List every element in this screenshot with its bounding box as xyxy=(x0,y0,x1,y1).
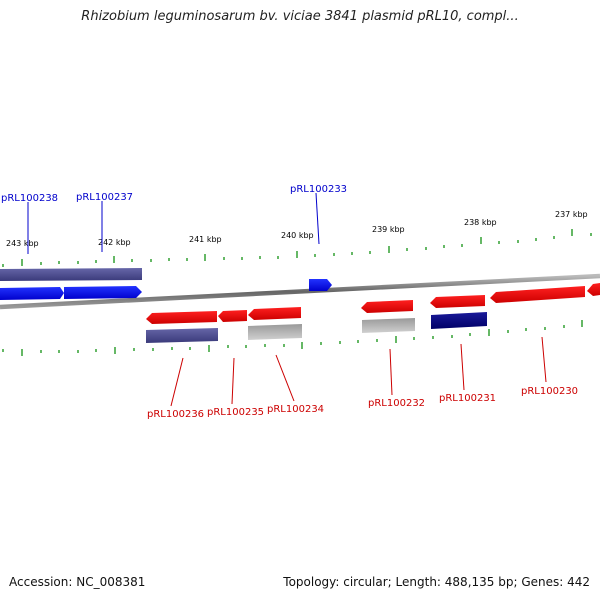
gene-arrow-forward[interactable] xyxy=(309,279,332,291)
gene-label[interactable]: pRL100232 xyxy=(368,398,425,409)
tick-labels: 243 kbp 242 kbp 241 kbp 240 kbp 239 kbp … xyxy=(6,210,588,248)
gene-label[interactable]: pRL100238 xyxy=(1,193,58,204)
label-leaders-top xyxy=(27,192,320,254)
gene-arrow-reverse[interactable] xyxy=(248,307,301,320)
gene-arrow-reverse[interactable] xyxy=(146,311,217,324)
tick-label: 237 kbp xyxy=(555,210,588,219)
gene-arrow-forward[interactable] xyxy=(0,287,64,300)
gene-arrow-reverse[interactable] xyxy=(218,310,247,322)
gene-arrow-reverse[interactable] xyxy=(430,295,485,308)
tick-label: 243 kbp xyxy=(6,239,39,248)
gene-label[interactable]: pRL100230 xyxy=(521,386,578,397)
tick-label: 241 kbp xyxy=(189,235,222,244)
tick-marks-top xyxy=(2,229,592,267)
gene-labels-top: pRL100238 pRL100237 pRL100233 xyxy=(1,184,347,204)
feature-bar[interactable] xyxy=(362,318,415,333)
accession-label: Accession: NC_008381 xyxy=(9,575,146,589)
gene-arrow-reverse[interactable] xyxy=(587,283,600,296)
feature-bars xyxy=(146,312,487,343)
gene-label[interactable]: pRL100231 xyxy=(439,393,496,404)
tick-label: 240 kbp xyxy=(281,231,314,240)
gene-labels-bottom: pRL100236 pRL100235 pRL100234 pRL100232 … xyxy=(147,386,578,420)
tick-marks-bottom xyxy=(2,320,583,356)
gene-label[interactable]: pRL100234 xyxy=(267,404,324,415)
label-leaders-bottom xyxy=(170,336,547,407)
tick-label: 239 kbp xyxy=(372,225,405,234)
feature-bar[interactable] xyxy=(248,324,302,340)
gene-label[interactable]: pRL100237 xyxy=(76,192,133,203)
tick-label: 238 kbp xyxy=(464,218,497,227)
topology-label: Topology: circular; Length: 488,135 bp; … xyxy=(283,575,590,589)
gene-arrow-forward[interactable] xyxy=(0,268,142,281)
reverse-genes xyxy=(146,283,600,324)
feature-bar[interactable] xyxy=(146,328,218,343)
gene-arrow-forward[interactable] xyxy=(64,286,142,299)
plasmid-backbone xyxy=(0,273,600,310)
gene-label[interactable]: pRL100233 xyxy=(290,184,347,195)
gene-arrow-reverse[interactable] xyxy=(361,300,413,313)
gene-label[interactable]: pRL100235 xyxy=(207,407,264,418)
gene-arrow-reverse[interactable] xyxy=(490,286,585,303)
forward-genes xyxy=(0,268,332,300)
tick-label: 242 kbp xyxy=(98,238,131,247)
feature-bar[interactable] xyxy=(431,312,487,329)
map-title: Rhizobium leguminosarum bv. viciae 3841 … xyxy=(81,9,519,24)
gene-label[interactable]: pRL100236 xyxy=(147,409,204,420)
